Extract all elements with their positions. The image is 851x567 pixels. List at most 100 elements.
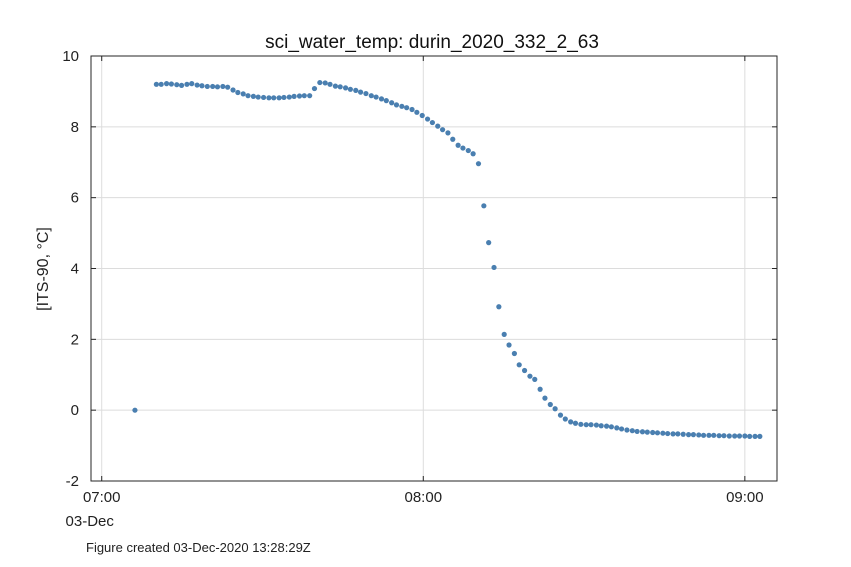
data-point: [644, 429, 650, 435]
data-point: [225, 84, 231, 90]
data-point: [363, 90, 369, 97]
data-point: [337, 84, 343, 90]
data-point: [660, 430, 666, 436]
data-points: [132, 79, 763, 439]
y-tick-label: 6: [71, 190, 79, 207]
data-point: [158, 81, 164, 87]
data-point: [357, 89, 364, 95]
y-tick-label: 8: [71, 119, 79, 136]
data-point: [260, 94, 267, 101]
y-tick-label: 2: [71, 331, 79, 348]
data-point: [424, 116, 431, 122]
data-point: [752, 433, 758, 439]
data-point: [307, 93, 313, 99]
data-point: [593, 422, 599, 428]
figure-created-note: Figure created 03-Dec-2020 13:28:29Z: [86, 540, 311, 555]
chart-title: sci_water_temp: durin_2020_332_2_63: [265, 32, 599, 53]
data-point: [327, 81, 333, 87]
data-point: [373, 94, 379, 100]
data-point: [455, 142, 461, 148]
x-date-label: 03-Dec: [66, 513, 115, 530]
data-point: [521, 367, 528, 374]
data-point: [670, 431, 676, 437]
data-point: [542, 395, 548, 401]
data-point: [475, 161, 482, 167]
data-point: [486, 240, 492, 246]
data-point: [639, 429, 646, 435]
data-point: [568, 419, 574, 425]
data-point: [414, 109, 420, 115]
data-point: [199, 83, 205, 89]
data-point: [276, 95, 282, 101]
data-point: [629, 428, 635, 434]
data-point: [706, 432, 712, 438]
data-point: [419, 112, 425, 119]
data-point: [665, 430, 671, 437]
data-point: [608, 424, 614, 430]
data-point: [757, 433, 763, 439]
data-point: [368, 93, 374, 99]
data-point: [266, 95, 272, 101]
data-point: [716, 433, 722, 439]
data-point: [588, 422, 594, 428]
data-point: [204, 83, 210, 90]
data-point: [255, 94, 261, 100]
data-point: [435, 123, 441, 129]
y-axis-label: [ITS-90, °C]: [35, 227, 52, 311]
data-point: [383, 98, 389, 104]
data-point: [347, 86, 353, 92]
data-point: [700, 432, 707, 438]
data-point: [511, 350, 517, 357]
data-point: [726, 433, 732, 439]
data-point: [618, 426, 625, 432]
data-point: [742, 433, 748, 439]
data-point: [496, 304, 502, 310]
data-point: [286, 94, 292, 100]
y-tick-label: 10: [62, 48, 79, 65]
data-point: [301, 93, 307, 99]
data-point: [557, 412, 564, 418]
data-point: [342, 85, 349, 91]
data-point: [465, 147, 471, 154]
data-point: [690, 432, 696, 438]
data-point: [747, 433, 753, 439]
data-point: [481, 203, 487, 209]
data-point: [572, 420, 579, 426]
data-point: [168, 81, 174, 87]
data-point: [736, 433, 743, 439]
data-point: [296, 93, 303, 99]
data-point: [399, 103, 405, 109]
data-point: [537, 386, 543, 392]
data-point: [583, 422, 589, 428]
data-point: [450, 136, 456, 142]
data-point: [250, 93, 256, 99]
data-point: [184, 81, 190, 87]
x-tick-label: 09:00: [726, 489, 764, 506]
data-point: [220, 83, 226, 90]
axis-ticks: -2 0 2 4 6 8 10 07:00 03-Dec 08:00 09:00: [62, 48, 777, 530]
data-point: [230, 87, 236, 93]
data-point: [378, 96, 385, 102]
data-point: [281, 94, 287, 101]
data-point: [389, 100, 395, 106]
data-point: [650, 429, 656, 436]
data-point: [711, 432, 717, 438]
data-point: [598, 423, 604, 429]
data-point: [439, 127, 446, 133]
data-point: [332, 83, 338, 89]
data-point: [547, 401, 553, 408]
data-point: [527, 373, 533, 379]
x-tick-label: 07:00: [83, 489, 121, 506]
data-point: [189, 81, 195, 87]
data-point: [153, 81, 159, 87]
data-point: [291, 93, 297, 99]
data-point: [732, 433, 738, 439]
data-point: [614, 425, 620, 431]
x-tick-label: 08:00: [405, 489, 443, 506]
data-point: [578, 421, 584, 427]
data-point: [501, 331, 507, 337]
data-point: [194, 82, 200, 88]
data-point: [174, 82, 180, 88]
data-point: [552, 406, 558, 412]
